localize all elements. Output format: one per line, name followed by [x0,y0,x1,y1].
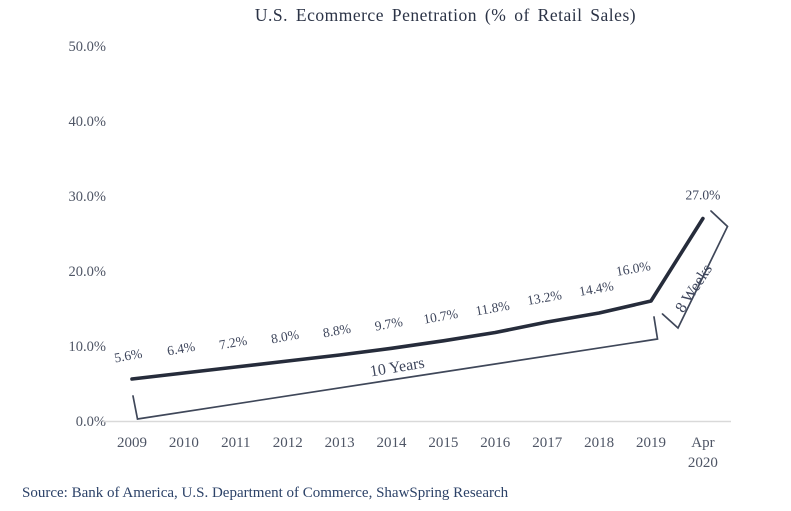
y-tick-label: 20.0% [69,264,106,280]
x-tick-label: 2010 [169,435,199,451]
x-tick-label: 2009 [117,435,147,451]
data-labels-group: 5.6% 6.4% 7.2% 8.0% 8.8% 9.7% 10.7% 11.8% 13.2% 1… [113,188,720,366]
data-point-label: 14.4% [578,278,615,299]
data-point-label: 13.2% [526,287,563,308]
x-tick-label: 2011 [221,435,250,451]
data-point-label: 5.6% [113,346,143,366]
x-tick-label: 2018 [584,435,614,451]
data-point-label: 9.7% [374,314,404,334]
data-point-label: 7.2% [218,333,248,353]
y-tick-label: 40.0% [69,114,106,130]
series-line-ecommerce-penetration [130,216,705,381]
series-group [130,216,705,381]
data-point-label: 8.8% [322,321,352,341]
x-tick-label: 2013 [325,435,355,451]
chart-title: U.S. Ecommerce Penetration (% of Retail … [254,5,637,25]
data-point-label: 27.0% [685,188,720,203]
data-point-label: 10.7% [422,306,459,327]
data-point-label: 11.8% [474,298,510,319]
annotation-8-weeks-label: 8 Weeks [672,261,716,316]
chart-plot: 0.0%10.0%20.0%30.0%40.0%50.0% 2009 2010 20… [69,39,731,471]
source-note: Source: Bank of America, U.S. Department… [22,485,509,501]
y-tick-label: 30.0% [69,189,106,205]
bracket-8-weeks-icon [661,210,729,330]
x-tick-label: 2017 [532,435,563,451]
data-point-label: 8.0% [270,327,300,347]
x-tick-label: 2015 [428,435,458,451]
data-point-label: 16.0% [615,258,652,279]
x-axis: 2009 2010 2011 2012 2013 2014 2015 2016 2017 2018… [117,435,718,471]
x-tick-label: 2016 [480,435,511,451]
x-tick-label: 2012 [273,435,303,451]
y-tick-label: 10.0% [69,339,106,355]
data-point-label: 6.4% [166,339,196,359]
y-axis: 0.0% 10.0% 20.0% 30.0% 40.0% 50.0% [69,39,731,430]
bracket-10-years-icon [132,316,659,420]
y-tick-label: 50.0% [69,39,106,55]
x-tick-label: 2019 [636,435,666,451]
x-tick-label: Apr 2020 [688,435,718,471]
x-tick-label: 2014 [377,435,408,451]
y-tick-label: 0.0% [76,414,106,430]
